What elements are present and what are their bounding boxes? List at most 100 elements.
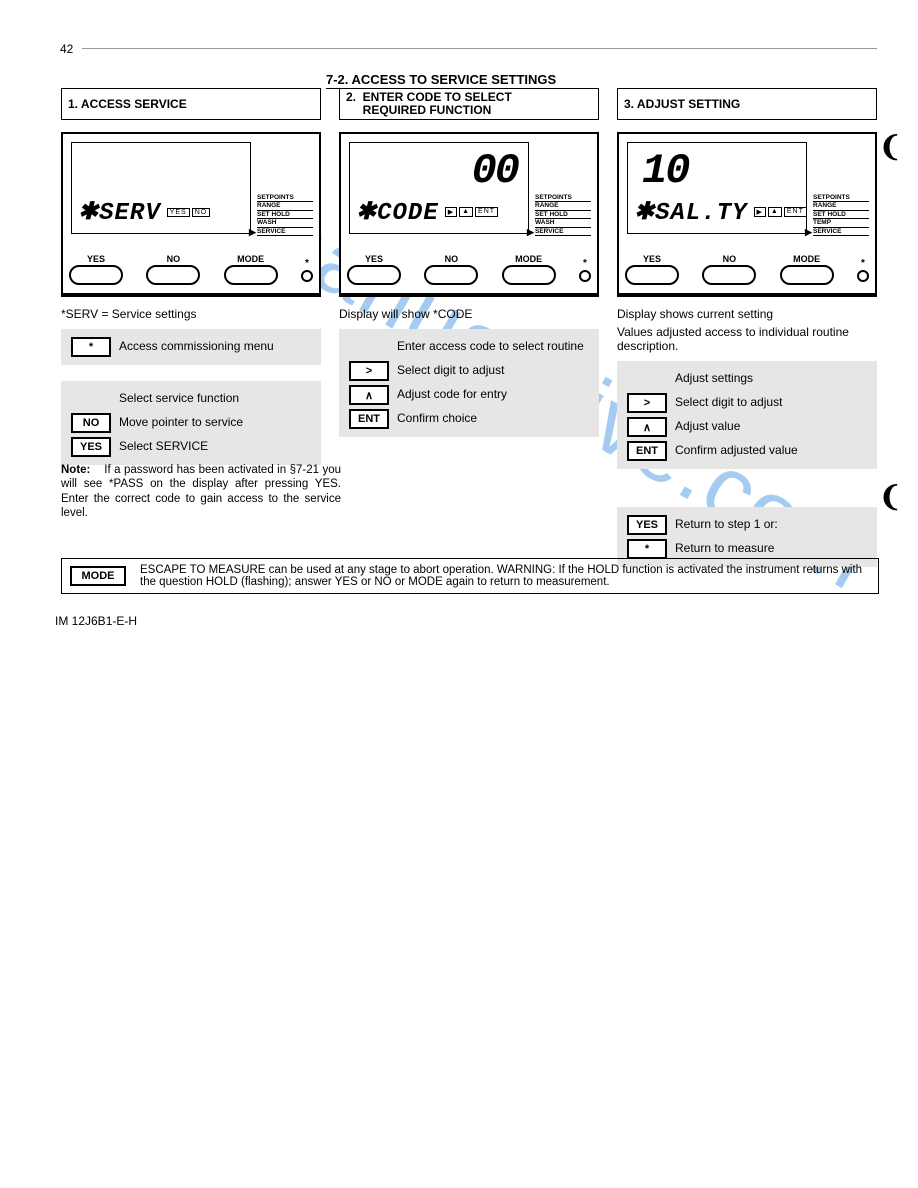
step-1-title: 1. ACCESS SERVICE: [61, 88, 321, 120]
btn-mode-label: MODE: [237, 254, 264, 264]
menu-item: SETPOINTS: [813, 194, 869, 202]
top-rule: [82, 48, 877, 49]
lcd-3-big: 10: [642, 147, 688, 195]
action-text: Return to measure: [675, 539, 871, 555]
menu-item: SERVICE: [535, 228, 591, 236]
action-text: Return to step 1 or:: [675, 515, 871, 531]
star-button[interactable]: *: [301, 258, 313, 282]
yes-button[interactable]: [69, 265, 123, 285]
star-button[interactable]: *: [857, 258, 869, 282]
actions-2: Enter access code to select routine > Se…: [339, 329, 599, 437]
key-yes: YES: [71, 437, 111, 457]
yes-button[interactable]: [625, 265, 679, 285]
caption-3: Display shows current setting: [617, 307, 877, 321]
device-2: 00 ✱CODE ▶▲ENT SETPOINTS RANGE SET HOLD …: [339, 132, 599, 297]
lcd-3: 10 ✱SAL.TY ▶▲ENT: [627, 142, 807, 234]
action-text: Move pointer to service: [119, 413, 315, 429]
key-no: NO: [71, 413, 111, 433]
btn-yes-label: YES: [87, 254, 105, 264]
action-row: > Select digit to adjust: [345, 359, 593, 383]
paren-mark-1: ❨: [879, 130, 902, 164]
menu-item: RANGE: [535, 202, 591, 210]
note-label: Note:: [61, 464, 90, 476]
action-text: Adjust value: [675, 417, 871, 433]
btn-no-label: NO: [723, 254, 737, 264]
action-row: Enter access code to select routine: [345, 335, 593, 359]
menu-item: SET HOLD: [813, 211, 869, 219]
button-row-3: YES NO MODE *: [625, 254, 869, 285]
action-row: YES Return to step 1 or:: [623, 513, 871, 537]
note-block: Note: If a password has been activated i…: [61, 463, 341, 521]
key-star: *: [71, 337, 111, 357]
actions-1a: * Access commissioning menu: [61, 329, 321, 365]
action-row: ENT Confirm adjusted value: [623, 439, 871, 463]
key-up: ∧: [627, 417, 667, 437]
star-label: *: [861, 258, 865, 269]
key-ent: ENT: [627, 441, 667, 461]
menu-list-2: SETPOINTS RANGE SET HOLD WASH SERVICE ▶: [535, 194, 591, 236]
menu-item: WASH: [257, 219, 313, 227]
menu-item: RANGE: [813, 202, 869, 210]
lcd-2-text: ✱CODE: [356, 197, 439, 227]
section-heading: 7-2. ACCESS TO SERVICE SETTINGS: [326, 72, 556, 89]
star-label: *: [583, 258, 587, 269]
no-button[interactable]: [702, 265, 756, 285]
mode-button[interactable]: [224, 265, 278, 285]
lcd-2-main: ✱CODE ▶▲ENT: [356, 197, 498, 227]
action-text: Access commissioning menu: [119, 337, 315, 353]
device-1: ✱SERV YESNO SETPOINTS RANGE SET HOLD WAS…: [61, 132, 321, 297]
device-3: 10 ✱SAL.TY ▶▲ENT SETPOINTS RANGE SET HOL…: [617, 132, 877, 297]
key-up: ∧: [349, 385, 389, 405]
actions-3a: Adjust settings > Select digit to adjust…: [617, 361, 877, 469]
lcd-1-yesno: YESNO: [167, 208, 211, 217]
lcd-2: 00 ✱CODE ▶▲ENT: [349, 142, 529, 234]
no-button[interactable]: [146, 265, 200, 285]
action-text: Confirm choice: [397, 409, 593, 425]
button-row-2: YES NO MODE *: [347, 254, 591, 285]
action-text: Enter access code to select routine: [397, 337, 593, 353]
step-2-title: 2. ENTER CODE TO SELECT REQUIRED FUNCTIO…: [339, 88, 599, 120]
btn-yes-label: YES: [365, 254, 383, 264]
lcd-1: ✱SERV YESNO: [71, 142, 251, 234]
menu-item: SETPOINTS: [257, 194, 313, 202]
lcd-3-text: ✱SAL.TY: [634, 197, 748, 227]
lcd-3-nav: ▶▲ENT: [754, 207, 807, 217]
pointer-arrow-icon: ▶: [805, 227, 812, 237]
action-row: Select service function: [67, 387, 315, 411]
col-2: 2. ENTER CODE TO SELECT REQUIRED FUNCTIO…: [339, 88, 599, 567]
pointer-arrow-icon: ▶: [249, 227, 256, 237]
actions-1b: Select service function NO Move pointer …: [61, 381, 321, 465]
key-next: >: [349, 361, 389, 381]
mode-button[interactable]: [502, 265, 556, 285]
menu-item: TEMP: [813, 219, 869, 227]
action-row: YES Select SERVICE: [67, 435, 315, 459]
mode-button[interactable]: [780, 265, 834, 285]
btn-no-label: NO: [445, 254, 459, 264]
sub-caption-3: Values adjusted access to individual rou…: [617, 325, 877, 353]
no-button[interactable]: [424, 265, 478, 285]
circle-icon: [579, 270, 591, 282]
btn-mode-label: MODE: [515, 254, 542, 264]
menu-list-1: SETPOINTS RANGE SET HOLD WASH SERVICE ▶: [257, 194, 313, 236]
lcd-3-main: ✱SAL.TY ▶▲ENT: [634, 197, 807, 227]
action-text: Confirm adjusted value: [675, 441, 871, 457]
action-text: Select service function: [119, 389, 315, 405]
menu-item: SERVICE: [257, 228, 313, 236]
caption-1: *SERV = Service settings: [61, 307, 321, 321]
action-text: Select digit to adjust: [397, 361, 593, 377]
circle-icon: [857, 270, 869, 282]
star-label: *: [305, 258, 309, 269]
lcd-1-main: ✱SERV YESNO: [78, 197, 210, 227]
action-row: ENT Confirm choice: [345, 407, 593, 431]
lcd-2-big: 00: [472, 147, 518, 195]
page-number: 42: [60, 42, 73, 56]
yes-button[interactable]: [347, 265, 401, 285]
key-next: >: [627, 393, 667, 413]
key-ent: ENT: [349, 409, 389, 429]
action-row: ∧ Adjust code for entry: [345, 383, 593, 407]
action-row: ∧ Adjust value: [623, 415, 871, 439]
step-3-title: 3. ADJUST SETTING: [617, 88, 877, 120]
action-row: Adjust settings: [623, 367, 871, 391]
star-button[interactable]: *: [579, 258, 591, 282]
col-3: 3. ADJUST SETTING 10 ✱SAL.TY ▶▲ENT SETPO…: [617, 88, 877, 567]
